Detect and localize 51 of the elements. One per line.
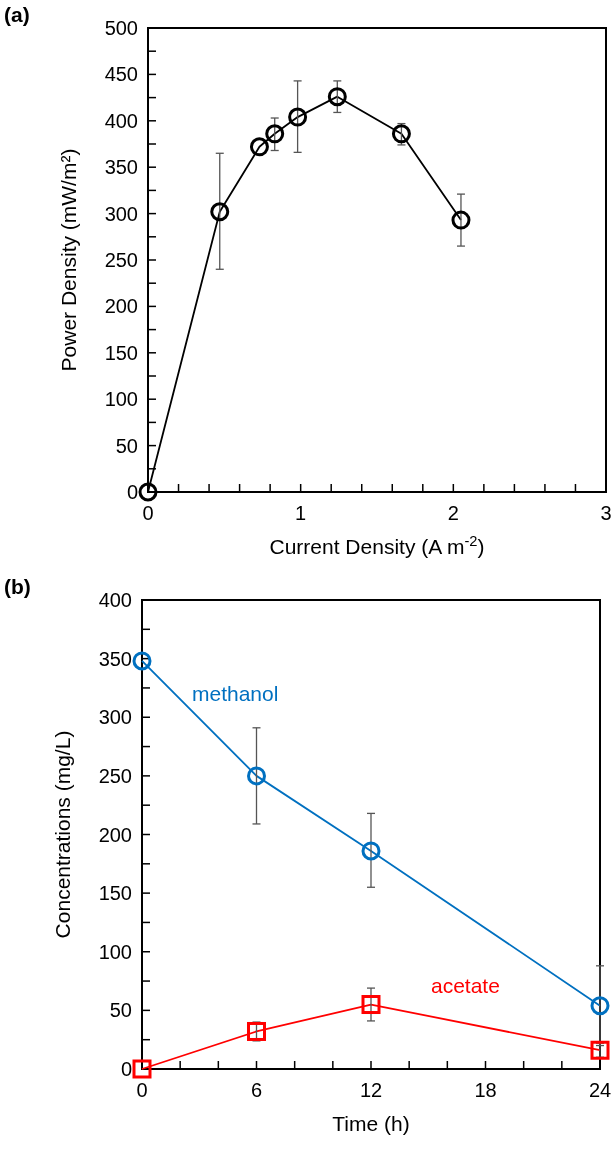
y-tick-label: 100 xyxy=(98,940,132,963)
x-tick-label: 24 xyxy=(588,1079,612,1101)
y-tick-label: 0 xyxy=(126,481,138,503)
y-tick-label: 250 xyxy=(104,249,138,271)
point xyxy=(288,107,308,127)
y-tick-label: 250 xyxy=(98,764,132,787)
series-label: methanol xyxy=(192,681,279,705)
x-tick-label: 12 xyxy=(359,1079,383,1101)
y-tick-label: 500 xyxy=(104,17,138,39)
x-tick-label: 0 xyxy=(142,502,154,524)
point xyxy=(361,841,381,861)
point xyxy=(265,124,285,144)
point xyxy=(247,1021,266,1041)
point xyxy=(138,482,158,502)
y-tick-label: 300 xyxy=(98,706,132,729)
point xyxy=(590,996,610,1016)
y-tick-label: 350 xyxy=(98,647,132,670)
y-tick-label: 100 xyxy=(104,388,138,411)
point xyxy=(361,995,381,1015)
y-tick-label: 400 xyxy=(104,109,138,132)
x-axis-title: Time (h) xyxy=(332,1112,410,1135)
y-tick-label: 150 xyxy=(98,882,132,905)
point xyxy=(210,202,230,222)
y-tick-label: 50 xyxy=(109,999,132,1022)
chart-title: (a) xyxy=(4,3,30,26)
x-tick-label: 1 xyxy=(295,502,307,524)
series-label: acetate xyxy=(431,973,500,997)
x-axis-title: Current Density (A m$^{-2}$) xyxy=(269,533,485,558)
y-tick-label: 200 xyxy=(98,823,132,846)
x-tick-label: 3 xyxy=(600,502,612,524)
point xyxy=(249,137,269,157)
x-tick-label: 2 xyxy=(447,502,459,524)
y-tick-label: 400 xyxy=(98,589,132,611)
y-axis-title: Power Density (mW/m²) xyxy=(57,148,80,372)
y-tick-label: 50 xyxy=(115,434,138,457)
chart-title: (b) xyxy=(4,575,31,598)
y-tick-label: 300 xyxy=(104,202,138,225)
x-tick-label: 18 xyxy=(474,1079,497,1101)
y-tick-label: 200 xyxy=(104,295,138,318)
point xyxy=(391,124,411,144)
x-tick-label: 6 xyxy=(250,1079,263,1101)
point xyxy=(132,651,152,671)
y-tick-label: 450 xyxy=(104,63,138,86)
point xyxy=(451,210,471,230)
y-tick-label: 150 xyxy=(104,341,138,364)
y-tick-label: 0 xyxy=(120,1058,132,1080)
point xyxy=(132,1059,152,1079)
y-tick-label: 350 xyxy=(104,156,138,179)
y-axis-title: Concentrations (mg/L) xyxy=(51,730,74,939)
point xyxy=(327,87,347,107)
point xyxy=(247,766,266,786)
